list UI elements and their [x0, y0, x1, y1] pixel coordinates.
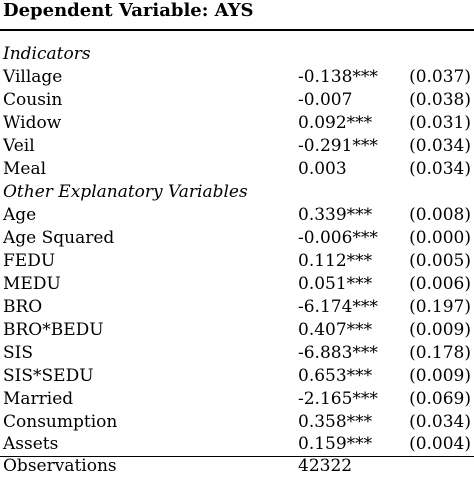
- row-coefficient: -6.883***: [298, 343, 378, 363]
- row-standard-error: (0.009): [409, 320, 471, 340]
- row-standard-error: (0.034): [409, 136, 471, 156]
- row-coefficient: 0.339***: [298, 205, 373, 225]
- table-row: Assets 0.159*** (0.004): [0, 433, 474, 456]
- row-coefficient: 0.092***: [298, 113, 373, 133]
- row-label: Assets: [3, 434, 59, 454]
- row-label: Cousin: [3, 90, 63, 110]
- row-standard-error: (0.000): [409, 228, 471, 248]
- row-coefficient: -6.174***: [298, 297, 378, 317]
- top-rule: [0, 29, 474, 31]
- row-label: Meal: [3, 159, 47, 179]
- table-title: Dependent Variable: AYS: [3, 0, 254, 21]
- table-row: Cousin -0.007 (0.038): [0, 89, 474, 112]
- observations-rule: [0, 456, 474, 457]
- row-coefficient: 0.051***: [298, 274, 373, 294]
- row-standard-error: (0.038): [409, 90, 471, 110]
- row-standard-error: (0.037): [409, 67, 471, 87]
- row-label: Veil: [3, 136, 35, 156]
- observations-label: Observations: [3, 456, 117, 476]
- row-coefficient: -0.007: [298, 90, 353, 110]
- row-coefficient: 0.358***: [298, 412, 373, 432]
- table-row: Consumption 0.358*** (0.034): [0, 411, 474, 434]
- row-standard-error: (0.008): [409, 205, 471, 225]
- table-row: Age Squared -0.006*** (0.000): [0, 227, 474, 250]
- row-standard-error: (0.178): [409, 343, 471, 363]
- row-standard-error: (0.009): [409, 366, 471, 386]
- section-heading-other-explanatory-variables: Other Explanatory Variables: [3, 182, 248, 202]
- row-label: BRO: [3, 297, 43, 317]
- row-standard-error: (0.031): [409, 113, 471, 133]
- row-label: Age Squared: [3, 228, 115, 248]
- table-row: Widow 0.092*** (0.031): [0, 112, 474, 135]
- row-label: Age: [3, 205, 37, 225]
- row-standard-error: (0.004): [409, 434, 471, 454]
- section-heading-indicators: Indicators: [3, 44, 91, 64]
- table-row: BRO -6.174*** (0.197): [0, 296, 474, 319]
- row-label: Married: [3, 389, 74, 409]
- row-coefficient: 0.112***: [298, 251, 373, 271]
- row-coefficient: -0.006***: [298, 228, 378, 248]
- row-label: BRO*BEDU: [3, 320, 104, 340]
- table-row: Meal 0.003 (0.034): [0, 158, 474, 181]
- observations-row: Observations 42322: [0, 455, 474, 478]
- row-standard-error: (0.006): [409, 274, 471, 294]
- observations-value: 42322: [298, 456, 353, 476]
- table-row: FEDU 0.112*** (0.005): [0, 250, 474, 273]
- row-coefficient: 0.003: [298, 159, 347, 179]
- row-coefficient: -2.165***: [298, 389, 378, 409]
- table-row: SIS -6.883*** (0.178): [0, 342, 474, 365]
- row-standard-error: (0.197): [409, 297, 471, 317]
- row-standard-error: (0.005): [409, 251, 471, 271]
- table-row: Veil -0.291*** (0.034): [0, 135, 474, 158]
- row-label: Widow: [3, 113, 62, 133]
- table-row: Age 0.339*** (0.008): [0, 204, 474, 227]
- row-standard-error: (0.034): [409, 159, 471, 179]
- row-standard-error: (0.069): [409, 389, 471, 409]
- row-coefficient: -0.138***: [298, 67, 378, 87]
- row-label: SIS*SEDU: [3, 366, 94, 386]
- row-coefficient: 0.159***: [298, 434, 373, 454]
- row-coefficient: -0.291***: [298, 136, 378, 156]
- row-coefficient: 0.407***: [298, 320, 373, 340]
- table-row: SIS*SEDU 0.653*** (0.009): [0, 365, 474, 388]
- row-label: Village: [3, 67, 63, 87]
- row-label: MEDU: [3, 274, 61, 294]
- table-row: Married -2.165*** (0.069): [0, 388, 474, 411]
- row-label: SIS: [3, 343, 34, 363]
- table-row: BRO*BEDU 0.407*** (0.009): [0, 319, 474, 342]
- table-row: MEDU 0.051*** (0.006): [0, 273, 474, 296]
- row-label: FEDU: [3, 251, 56, 271]
- row-coefficient: 0.653***: [298, 366, 373, 386]
- row-standard-error: (0.034): [409, 412, 471, 432]
- table-row: Village -0.138*** (0.037): [0, 66, 474, 89]
- row-label: Consumption: [3, 412, 118, 432]
